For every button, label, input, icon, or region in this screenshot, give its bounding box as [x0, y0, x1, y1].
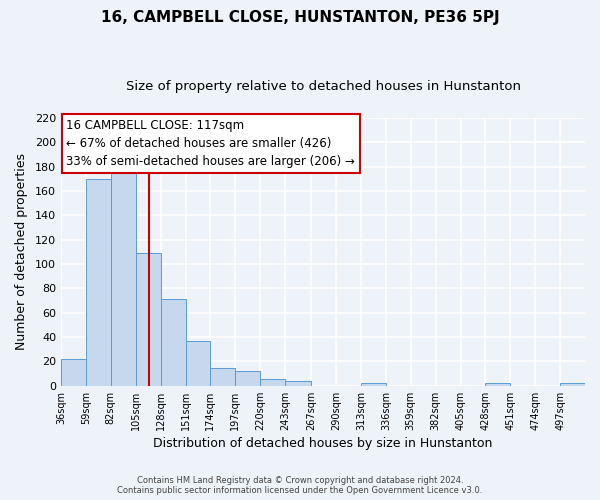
Bar	[111, 168, 136, 386]
Bar	[211, 368, 235, 386]
Bar	[235, 371, 260, 386]
Bar	[61, 359, 86, 386]
Bar	[161, 300, 185, 386]
Title: Size of property relative to detached houses in Hunstanton: Size of property relative to detached ho…	[125, 80, 521, 93]
Text: Contains HM Land Registry data © Crown copyright and database right 2024.
Contai: Contains HM Land Registry data © Crown c…	[118, 476, 482, 495]
Y-axis label: Number of detached properties: Number of detached properties	[15, 154, 28, 350]
Bar	[260, 378, 285, 386]
Bar	[86, 178, 111, 386]
Bar	[136, 253, 161, 386]
Bar	[485, 384, 511, 386]
Bar	[185, 340, 211, 386]
Text: 16, CAMPBELL CLOSE, HUNSTANTON, PE36 5PJ: 16, CAMPBELL CLOSE, HUNSTANTON, PE36 5PJ	[101, 10, 499, 25]
Bar	[560, 384, 585, 386]
Bar	[361, 384, 386, 386]
Text: 16 CAMPBELL CLOSE: 117sqm
← 67% of detached houses are smaller (426)
33% of semi: 16 CAMPBELL CLOSE: 117sqm ← 67% of detac…	[66, 119, 355, 168]
X-axis label: Distribution of detached houses by size in Hunstanton: Distribution of detached houses by size …	[154, 437, 493, 450]
Bar	[285, 381, 311, 386]
